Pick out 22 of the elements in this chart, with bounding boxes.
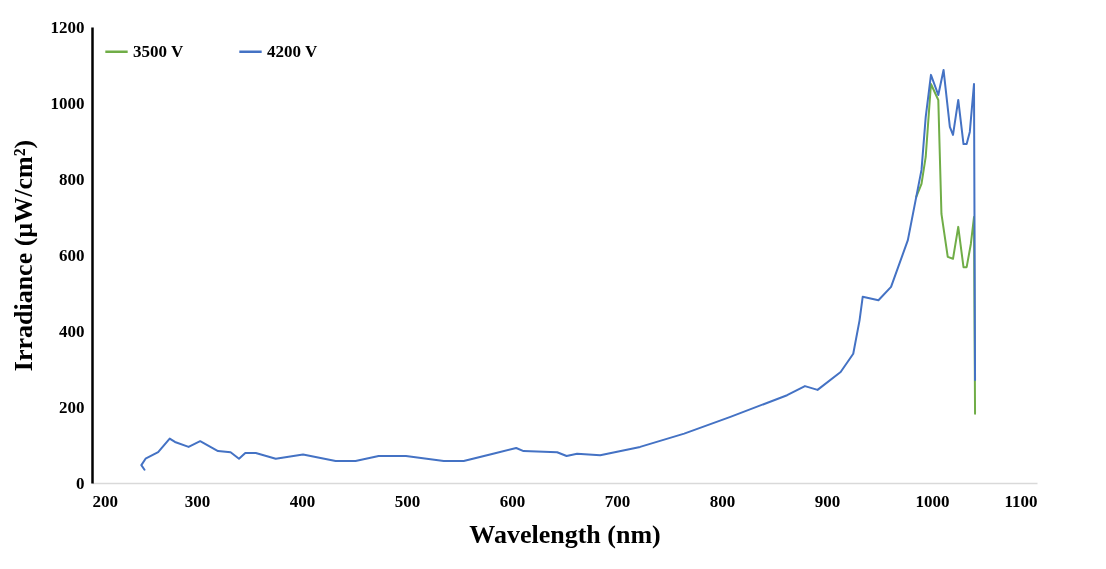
line-series: [140, 68, 977, 471]
x-tick-label: 1100: [1004, 491, 1038, 511]
x-tick-label: 200: [92, 491, 118, 511]
y-tick-label: 600: [59, 245, 85, 265]
x-tick-label: 400: [289, 491, 316, 511]
x-tick-label: 700: [604, 491, 631, 511]
y-axis-title: Irradiance (µW/cm²): [8, 139, 38, 372]
y-tick-label: 1000: [50, 93, 85, 113]
x-tick-label: 500: [394, 491, 421, 511]
x-tick-label: 900: [814, 491, 841, 511]
x-tick-label: 1000: [915, 491, 950, 511]
x-tick-label: 300: [184, 491, 211, 511]
x-tick-label: 800: [709, 491, 736, 511]
x-axis-title: Wavelength (nm): [469, 519, 661, 549]
legend-label: 4200 V: [267, 41, 318, 61]
y-tick-label: 1200: [50, 17, 85, 37]
y-tick-label: 400: [59, 321, 85, 341]
y-tick-label: 200: [59, 397, 85, 417]
y-tick-label: 800: [59, 169, 85, 189]
legend-label: 3500 V: [133, 41, 184, 61]
x-tick-label: 600: [499, 491, 526, 511]
y-tick-label: 0: [76, 473, 85, 493]
